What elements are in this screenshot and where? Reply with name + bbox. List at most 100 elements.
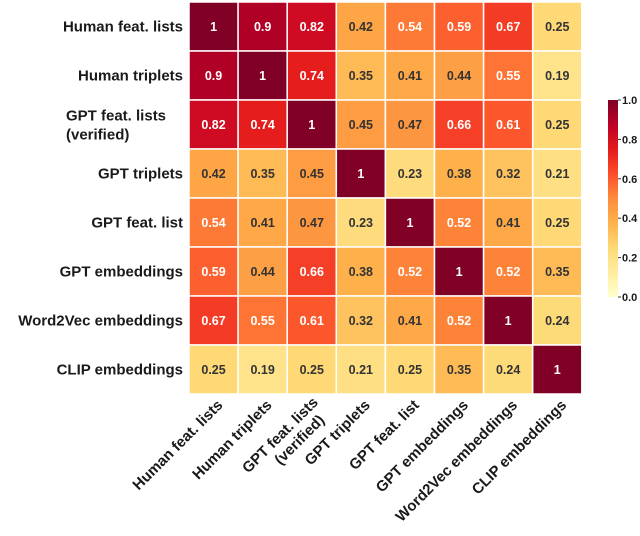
heatmap-cell: [531, 246, 583, 297]
colorbar-tick-label: 0.0: [622, 292, 637, 304]
cell-value-label: 0.19: [250, 363, 274, 377]
cell-value-label: 0.42: [201, 167, 225, 181]
cell-value-label: 0.47: [398, 118, 422, 132]
cell-value-label: 0.25: [398, 363, 422, 377]
heatmap-cell: [433, 246, 485, 297]
heatmap-cell: [531, 295, 583, 346]
cell-value-label: 0.42: [349, 20, 373, 34]
cell-value-label: 0.52: [496, 265, 520, 279]
row-label: Word2Vec embeddings: [18, 313, 183, 330]
heatmap-cell: [433, 99, 485, 150]
cell-value-label: 1: [505, 314, 512, 328]
heatmap-cell: [433, 295, 485, 346]
cell-value-label: 0.25: [545, 118, 569, 132]
cell-value-label: 0.35: [545, 265, 569, 279]
cell-value-label: 0.21: [349, 363, 373, 377]
cell-value-label: 0.45: [300, 167, 324, 181]
cell-value-label: 0.19: [545, 69, 569, 83]
heatmap-cell: [188, 99, 239, 150]
heatmap-cell: [335, 197, 387, 248]
cell-value-label: 0.45: [349, 118, 373, 132]
heatmap-cell: [335, 50, 387, 101]
row-label: GPT feat. lists (verified): [66, 108, 166, 144]
cell-value-label: 1: [259, 69, 266, 83]
cell-value-label: 0.44: [250, 265, 274, 279]
cell-value-label: 0.24: [545, 314, 569, 328]
heatmap-cell: [384, 197, 436, 248]
cell-value-label: 0.59: [447, 20, 471, 34]
cell-value-label: 0.41: [250, 216, 274, 230]
colorbar-tick-label: 0.8: [622, 134, 637, 146]
heatmap-cell: [286, 295, 338, 346]
cell-value-label: 0.67: [201, 314, 225, 328]
colorbar-tick-label: 0.6: [622, 174, 637, 186]
column-label: Human feat. lists: [129, 397, 226, 494]
cell-value-label: 0.35: [349, 69, 373, 83]
cell-value-label: 0.25: [201, 363, 225, 377]
cell-value-label: 0.38: [349, 265, 373, 279]
cell-value-label: 0.55: [250, 314, 274, 328]
cell-value-label: 0.25: [545, 20, 569, 34]
cell-value-label: 0.61: [300, 314, 324, 328]
colorbar-tick-label: 0.2: [622, 253, 637, 265]
colorbar-gradient: [608, 100, 618, 297]
heatmap-cell: [384, 99, 436, 150]
heatmap-cell: [482, 99, 534, 150]
heatmap-cell: [286, 148, 338, 199]
cell-value-label: 1: [308, 118, 315, 132]
cell-value-label: 0.38: [447, 167, 471, 181]
heatmap-cell: [237, 295, 288, 346]
cell-value-label: 0.52: [447, 314, 471, 328]
heatmap-cell: [188, 1, 239, 52]
cell-value-label: 0.55: [496, 69, 520, 83]
heatmap-cell: [531, 50, 583, 101]
row-label: GPT triplets: [98, 166, 183, 183]
cell-value-label: 0.25: [545, 216, 569, 230]
heatmap-cell: [237, 1, 288, 52]
heatmap-cell: [433, 1, 485, 52]
heatmap-cell: [384, 344, 436, 395]
cell-value-label: 0.52: [398, 265, 422, 279]
heatmap-cell: [188, 344, 239, 395]
cell-value-label: 0.66: [300, 265, 324, 279]
cell-value-label: 0.52: [447, 216, 471, 230]
cell-value-label: 0.47: [300, 216, 324, 230]
cell-value-label: 1: [456, 265, 463, 279]
colorbar-tick-label: 1.0: [622, 95, 637, 107]
heatmap-cell: [286, 99, 338, 150]
cell-value-label: 0.61: [496, 118, 520, 132]
heatmap-cell: [482, 295, 534, 346]
cell-value-label: 0.44: [447, 69, 471, 83]
heatmap-cell: [237, 246, 288, 297]
row-label: Human feat. lists: [63, 19, 183, 36]
column-label: CLIP embeddings: [469, 397, 570, 498]
heatmap-cell: [531, 99, 583, 150]
heatmap-cell: [335, 99, 387, 150]
cell-value-label: 1: [210, 20, 217, 34]
heatmap-cell: [286, 344, 338, 395]
heatmap-cell: [433, 50, 485, 101]
heatmap-cell: [531, 1, 583, 52]
heatmap-cell: [384, 295, 436, 346]
heatmap-cell: [188, 295, 239, 346]
heatmap-cell: [482, 246, 534, 297]
colorbar-ticks: 0.0 0.2 0.4 0.6 0.8 1.0: [618, 95, 638, 304]
row-label: CLIP embeddings: [57, 362, 183, 379]
cell-value-label: 0.82: [300, 20, 324, 34]
heatmap-cell: [384, 246, 436, 297]
row-label: GPT feat. list: [91, 215, 183, 232]
cell-value-label: 0.32: [349, 314, 373, 328]
heatmap-cell: [335, 344, 387, 395]
row-label: Human triplets: [78, 68, 183, 85]
cell-value-label: 0.23: [349, 216, 373, 230]
cell-value-label: 0.74: [300, 69, 324, 83]
cell-value-label: 0.67: [496, 20, 520, 34]
cell-value-label: 0.59: [201, 265, 225, 279]
cell-value-label: 0.21: [545, 167, 569, 181]
colorbar: 0.0 0.2 0.4 0.6 0.8 1.0: [608, 95, 638, 304]
cell-value-label: 0.54: [201, 216, 225, 230]
cell-value-label: 0.54: [398, 20, 422, 34]
cell-value-label: 0.74: [250, 118, 274, 132]
cell-value-label: 0.9: [254, 20, 271, 34]
